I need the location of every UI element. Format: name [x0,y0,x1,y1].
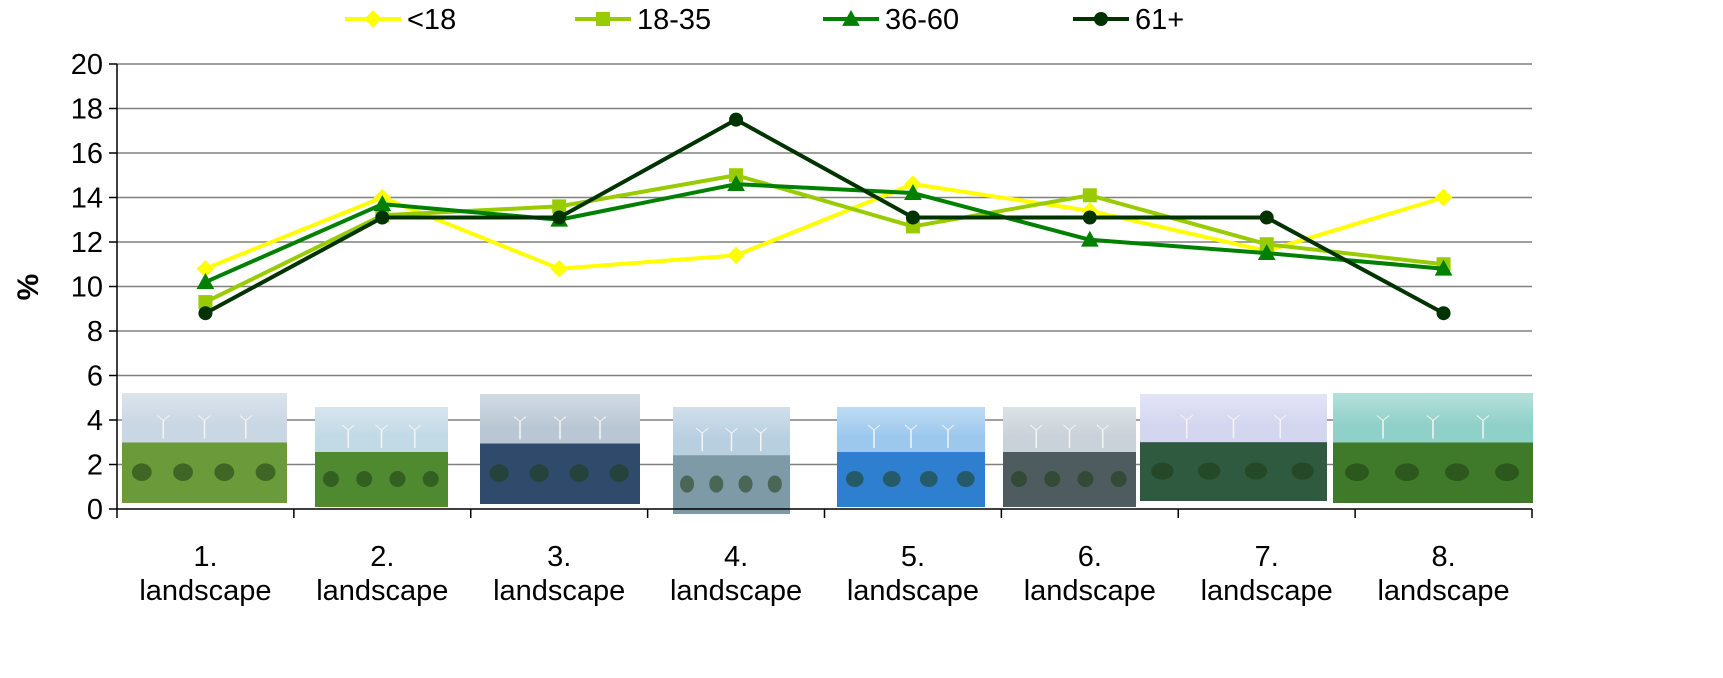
data-point [727,175,745,192]
legend-marker [842,9,860,26]
data-point [1082,188,1097,203]
y-tick-label: 2 [87,450,103,482]
series-line [204,182,1444,284]
legend-item: 61+ [1073,4,1184,36]
series-lines [196,112,1453,321]
y-tick-label: 16 [71,138,103,170]
y-tick-label: 8 [87,316,103,348]
series-line [204,173,1444,304]
legend: <18 18-35 36-60 61+ [345,4,1184,36]
series-line [204,117,1445,315]
x-tick-label: 8. landscape [1377,541,1509,607]
y-tick-label: 0 [87,494,103,526]
x-tick-label: 1. landscape [139,541,271,607]
legend-item: 36-60 [823,4,959,36]
data-point [375,210,390,225]
data-point [1080,230,1099,247]
x-tick-label: 5. landscape [847,541,979,607]
x-tick-label: 3. landscape [493,541,625,607]
data-point [196,273,215,289]
y-tick-label: 20 [71,49,103,81]
legend-label: 18-35 [637,4,711,36]
data-point [552,210,567,225]
landscape-photo-trees-wind-turbine [122,393,287,503]
y-tick-label: 4 [87,405,103,437]
legend-marker [1094,12,1108,26]
data-point [729,112,744,127]
landscape-photo-rocky-coast-offshore [480,394,640,504]
landscape-photo-stormy-sea-offshore [1003,407,1136,507]
data-point [1082,210,1097,225]
x-tick-label: 7. landscape [1201,541,1333,607]
x-tick-label: 2. landscape [316,541,448,607]
landscape-photo-wind-turbines-field [315,407,448,507]
landscape-photo-tent-forest-turbines [1140,394,1327,501]
data-point [550,259,568,278]
data-point [905,210,920,225]
data-point [904,184,922,200]
series-4 [198,112,1451,321]
landscape-photo-meadow-junipers [1333,393,1533,503]
legend-label: 61+ [1135,4,1184,36]
x-tick-label: 6. landscape [1024,541,1156,607]
legend-label: <18 [407,4,456,36]
data-point [1257,244,1276,261]
y-tick-label: 14 [71,183,103,215]
data-point [1259,210,1274,225]
legend-item: 18-35 [575,4,711,36]
landscape-photo-sea-with-pine [673,407,790,514]
landscape-photo-beach-offshore [837,407,985,507]
axes: 0 2 4 6 8 10 12 14 16 18 20 1. landscape 2. landscape 3… [71,49,1533,607]
legend-label: 36-60 [885,4,959,36]
legend-marker [364,10,382,28]
data-point [1436,306,1451,321]
data-point [198,306,213,321]
y-tick-label: 18 [71,94,103,126]
y-axis-label: % [12,274,45,301]
x-tick-label: 4. landscape [670,541,802,607]
series-1 [196,175,1453,278]
data-point [727,246,745,265]
landscape-photos [122,393,1533,514]
y-tick-label: 10 [71,272,103,304]
data-point [1434,259,1453,276]
series-line [204,182,1445,271]
legend-item: <18 [345,4,456,36]
data-point [1434,188,1453,207]
y-tick-label: 6 [87,361,103,393]
y-tick-label: 12 [71,227,103,259]
legend-marker [596,12,610,26]
